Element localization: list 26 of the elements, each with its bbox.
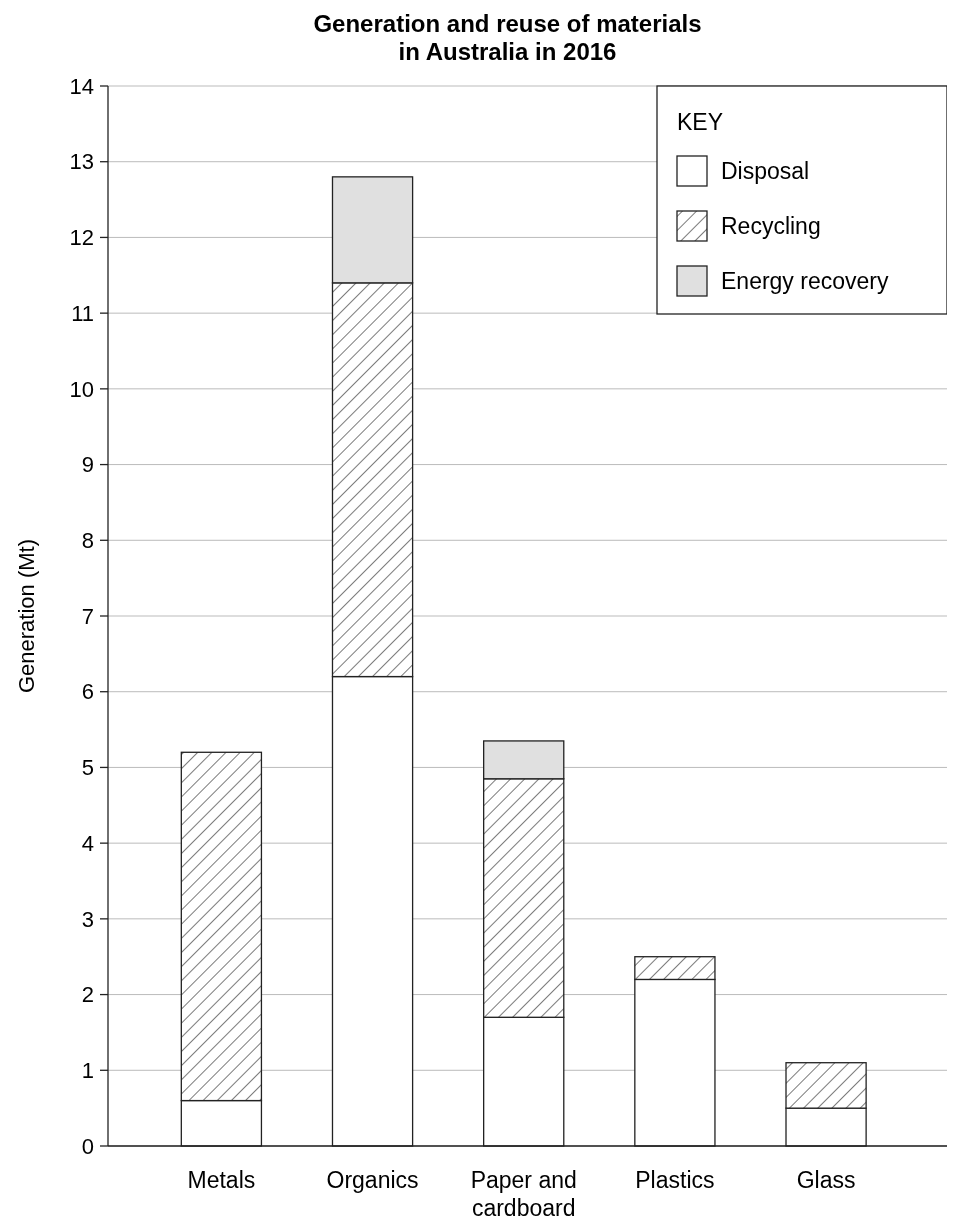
- x-tick-label: Plastics: [635, 1167, 715, 1193]
- x-tick-label: Metals: [187, 1167, 256, 1193]
- y-tick-label: 14: [69, 73, 94, 99]
- y-tick-label: 5: [81, 755, 94, 781]
- legend-title: KEY: [677, 109, 724, 135]
- y-tick-label: 13: [69, 149, 94, 175]
- x-tick-label: Organics: [326, 1167, 419, 1193]
- chart-title: Generation and reuse of materials in Australia in 2016: [313, 10, 702, 65]
- legend-label: Energy recovery: [721, 268, 889, 295]
- y-tick-label: 12: [69, 225, 94, 251]
- y-tick-label: 2: [81, 982, 94, 1008]
- y-tick-label: 1: [81, 1057, 94, 1083]
- x-tick-label: Paper and cardboard: [470, 1167, 577, 1221]
- x-tick-label: Glass: [796, 1167, 856, 1193]
- y-tick-label: 0: [81, 1133, 94, 1159]
- y-axis-title: Generation (Mt): [14, 538, 39, 694]
- legend-label: Disposal: [721, 158, 810, 185]
- y-tick-label: 6: [81, 679, 94, 705]
- y-tick-label: 11: [71, 300, 94, 326]
- y-tick-label: 7: [81, 603, 94, 629]
- legend-label: Recycling: [721, 213, 821, 240]
- y-tick-label: 4: [81, 830, 94, 856]
- y-tick-label: 9: [81, 452, 94, 478]
- y-tick-label: 3: [81, 906, 94, 932]
- y-tick-label: 8: [81, 527, 94, 553]
- y-tick-label: 10: [69, 376, 94, 402]
